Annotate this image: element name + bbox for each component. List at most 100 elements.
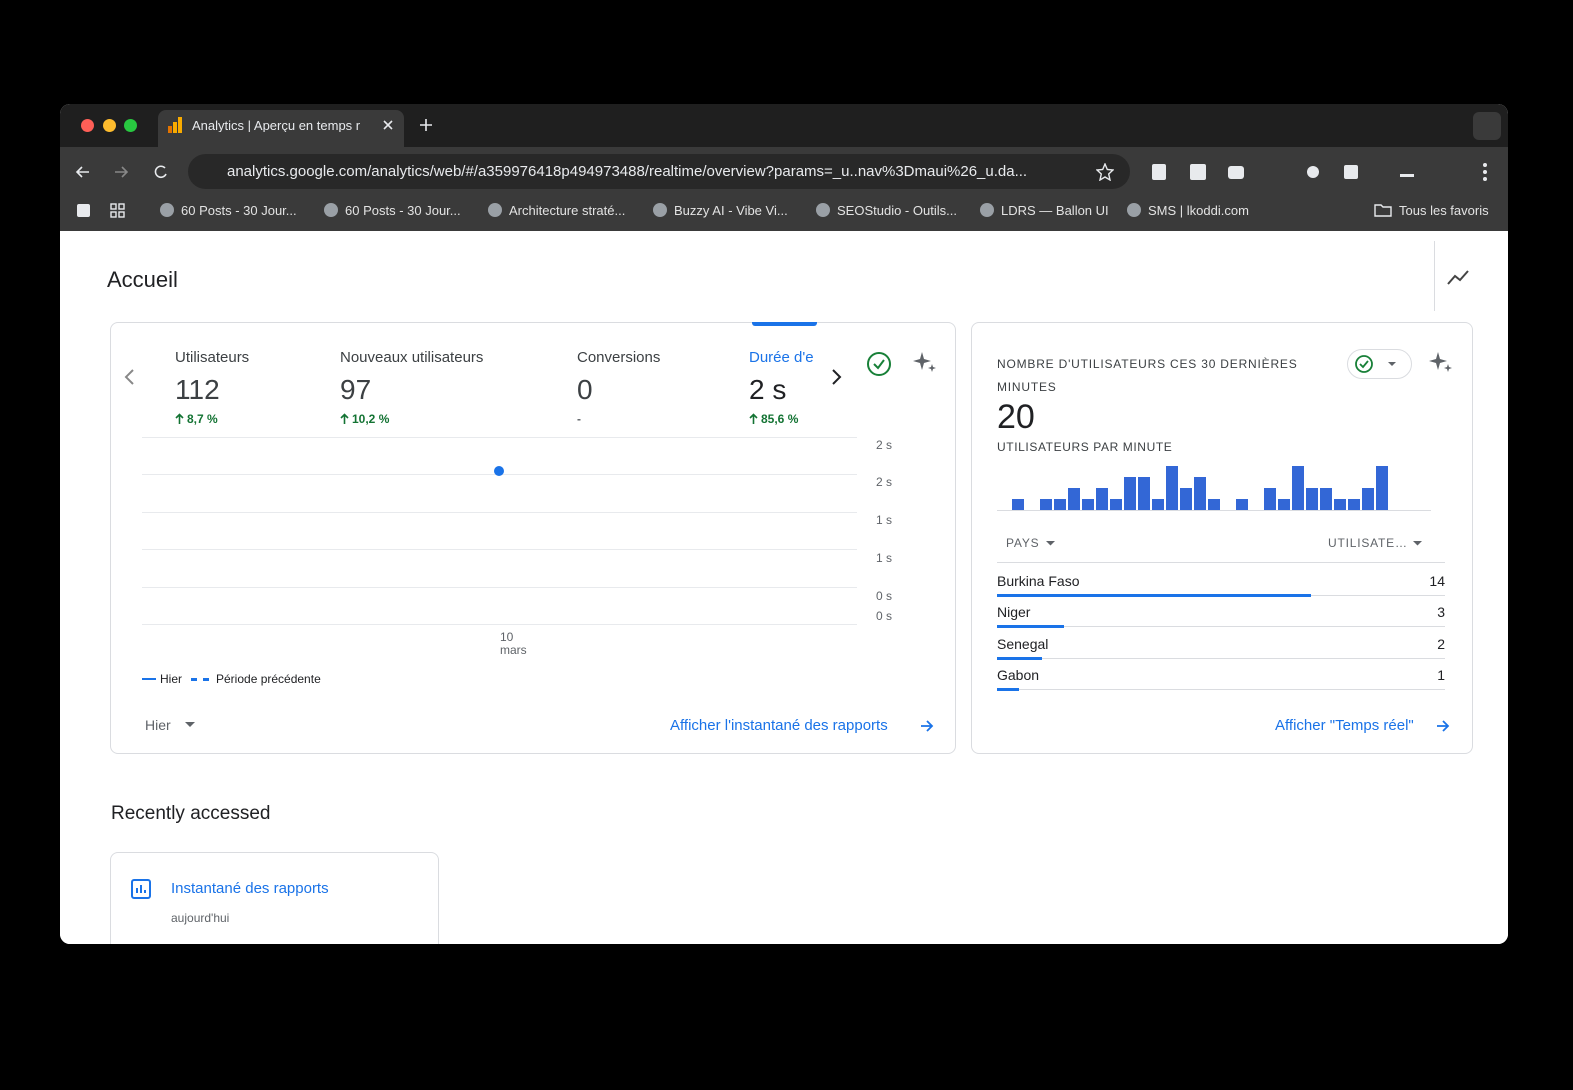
country-users: 3 — [1437, 604, 1445, 621]
bookmark-icons-left[interactable] — [76, 203, 126, 219]
kpi-change: - — [577, 412, 581, 426]
x-label: 10 — [500, 630, 514, 644]
share-bar — [997, 656, 1042, 660]
up-arrow — [749, 413, 758, 424]
close-dot[interactable] — [81, 119, 94, 132]
max-dot[interactable] — [124, 119, 137, 132]
minute-bar — [1320, 488, 1332, 510]
recent-title[interactable]: Instantané des rapports — [171, 880, 329, 897]
minute-bar — [1334, 499, 1346, 510]
bookmark-icon[interactable] — [652, 202, 668, 218]
chevron-left[interactable] — [122, 368, 136, 386]
bookmark[interactable]: Architecture straté... — [509, 203, 626, 218]
data-point — [494, 466, 504, 476]
minute-bar — [1306, 488, 1318, 510]
chevron-right[interactable] — [830, 368, 844, 386]
bookmark-icon[interactable] — [815, 202, 831, 218]
kpi-change: 85,6 % — [761, 412, 799, 426]
recent-date: aujourd'hui — [171, 911, 230, 925]
country: Niger — [997, 604, 1031, 621]
kpi-change: 10,2 % — [352, 412, 390, 426]
active-indicator — [752, 322, 817, 326]
kpi-change: 8,7 % — [187, 412, 218, 426]
report-icon — [131, 879, 151, 899]
y-tick-label: 0 s — [876, 589, 893, 603]
legend-dash — [191, 678, 209, 681]
check-badge[interactable] — [866, 351, 892, 377]
nav-buttons[interactable] — [75, 164, 175, 180]
bookmark[interactable]: 60 Posts - 30 Jour... — [345, 203, 461, 218]
bookmark-icon[interactable] — [487, 202, 503, 218]
bookmark-icon[interactable] — [323, 202, 339, 218]
country: Senegal — [997, 635, 1049, 652]
all-bookmarks[interactable]: Tous les favoris — [1399, 203, 1489, 218]
kpi-value: 97 — [340, 374, 372, 405]
status-chip[interactable] — [1347, 349, 1412, 379]
column-header[interactable]: PAYS — [1006, 536, 1040, 550]
new-tab[interactable] — [419, 118, 433, 132]
minute-bar — [1152, 499, 1164, 510]
minute-bar — [1012, 499, 1024, 510]
legend-label: Période précédente — [216, 672, 321, 686]
page-title: Accueil — [107, 267, 178, 292]
sparkle[interactable] — [912, 350, 938, 376]
caret — [1413, 541, 1422, 546]
grid-line — [142, 587, 857, 588]
date-range[interactable]: Hier — [145, 717, 171, 733]
report-link[interactable]: Afficher l'instantané des rapports — [670, 717, 888, 734]
bookmark-icon[interactable] — [979, 202, 995, 218]
country: Burkina Faso — [997, 573, 1080, 589]
folder-icon[interactable] — [1374, 203, 1392, 217]
min-dot[interactable] — [103, 119, 116, 132]
minute-bar — [1138, 477, 1150, 510]
minute-bar — [1166, 466, 1178, 510]
grid-line — [142, 624, 857, 625]
y-tick-label: 1 s — [876, 551, 893, 565]
bookmark[interactable]: SEOStudio - Outils... — [837, 203, 957, 218]
minute-bar — [1376, 466, 1388, 510]
baseline — [997, 510, 1431, 511]
kpi-label[interactable]: Durée d'e — [749, 349, 814, 366]
minute-bar — [1278, 499, 1290, 510]
grid-line — [142, 512, 857, 513]
tab-icon — [168, 117, 182, 133]
column-header[interactable]: UTILISATE… — [1328, 536, 1408, 550]
row-line — [997, 657, 1445, 659]
x-label: mars — [500, 643, 527, 657]
legend-label: Hier — [160, 672, 183, 686]
row-line — [997, 688, 1445, 690]
insights-icon[interactable] — [1447, 266, 1473, 286]
active-tab[interactable] — [158, 110, 404, 147]
kpi-value: 2 s — [749, 374, 787, 405]
bookmark[interactable]: 60 Posts - 30 Jour... — [181, 203, 297, 218]
tab-menu[interactable] — [1473, 112, 1501, 140]
star[interactable] — [1096, 163, 1114, 181]
kpi-label[interactable]: Nouveaux utilisateurs — [340, 349, 484, 366]
bookmark[interactable]: SMS | lkoddi.com — [1148, 203, 1249, 218]
side-divider — [1434, 241, 1435, 311]
realtime-link[interactable]: Afficher "Temps réel" — [1275, 717, 1414, 734]
share-bar — [997, 687, 1020, 691]
omnibox[interactable] — [188, 154, 1130, 189]
share-bar — [997, 625, 1065, 629]
header-line — [997, 562, 1445, 563]
extensions[interactable] — [1148, 162, 1498, 182]
bookmark-icon[interactable] — [1126, 202, 1142, 218]
bookmark[interactable]: LDRS — Ballon UI — [1001, 203, 1109, 218]
kpi-label[interactable]: Utilisateurs — [175, 349, 250, 366]
minute-bar — [1082, 499, 1094, 510]
legend-line — [142, 678, 156, 680]
sparkle[interactable] — [1428, 350, 1454, 376]
kpi-label[interactable]: Conversions — [577, 349, 661, 366]
minute-bar — [1362, 488, 1374, 510]
country-users: 14 — [1429, 573, 1445, 589]
bookmark-icon[interactable] — [159, 202, 175, 218]
minute-bar — [1236, 499, 1248, 510]
minute-bar — [1068, 488, 1080, 510]
up-arrow — [175, 413, 184, 424]
minute-bar — [1264, 488, 1276, 510]
bookmark[interactable]: Buzzy AI - Vibe Vi... — [674, 203, 788, 218]
tab-close[interactable] — [382, 119, 394, 131]
caret — [185, 722, 195, 727]
grid-line — [142, 549, 857, 550]
